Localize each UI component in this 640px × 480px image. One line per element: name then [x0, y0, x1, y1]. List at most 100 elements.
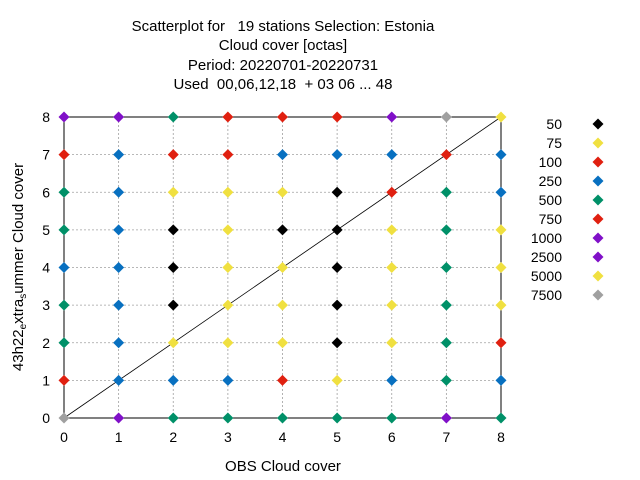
legend: 50 75 100 250 500 750 1000 2500 5000 7500: [531, 116, 604, 303]
chart-title-line-3: Period: 20220701-20220731: [187, 57, 379, 74]
legend-label: 250: [539, 173, 563, 189]
data-point: [386, 186, 398, 198]
data-point: [167, 412, 179, 424]
data-point: [440, 337, 452, 349]
x-tick-label: 2: [169, 429, 177, 445]
data-point: [495, 337, 507, 349]
x-axis-label: OBS Cloud cover: [225, 458, 341, 475]
legend-label: 7500: [531, 287, 562, 303]
y-tick-label: 3: [42, 297, 50, 313]
y-tick-label: 8: [42, 109, 50, 125]
data-point: [113, 149, 125, 161]
data-point: [113, 299, 125, 311]
data-point: [440, 224, 452, 236]
data-point: [222, 149, 234, 161]
data-point: [277, 299, 288, 311]
data-point: [386, 374, 398, 386]
legend-label: 75: [546, 135, 562, 151]
legend-label: 750: [539, 211, 563, 227]
data-point: [331, 412, 343, 424]
data-point: [331, 337, 343, 349]
data-point: [440, 111, 452, 123]
data-point: [440, 299, 452, 311]
data-point: [222, 262, 234, 273]
data-point: [386, 111, 398, 123]
legend-marker: [592, 118, 604, 130]
data-point: [167, 262, 179, 273]
data-point: [386, 299, 398, 311]
data-point: [495, 374, 507, 386]
data-point: [58, 149, 70, 161]
y-tick-label: 2: [42, 335, 50, 351]
legend-marker: [592, 251, 604, 263]
data-point: [113, 186, 125, 198]
data-point: [222, 186, 234, 198]
data-point: [277, 149, 288, 161]
legend-label: 2500: [531, 249, 562, 265]
data-point: [58, 262, 70, 273]
data-point: [113, 262, 125, 273]
x-tick-label: 0: [60, 429, 68, 445]
chart-title-line-2: Cloud cover [octas]: [218, 37, 348, 54]
y-tick-label: 4: [42, 260, 50, 276]
data-point: [58, 412, 70, 424]
data-point: [277, 224, 288, 236]
data-point: [167, 299, 179, 311]
data-point: [331, 262, 343, 273]
legend-label: 500: [539, 192, 563, 208]
legend-marker: [592, 232, 604, 244]
data-point: [222, 337, 234, 349]
data-point: [167, 111, 179, 123]
data-point: [331, 149, 343, 161]
x-tick-label: 7: [442, 429, 450, 445]
data-point: [58, 374, 70, 386]
data-point: [58, 299, 70, 311]
data-point: [440, 149, 452, 161]
data-point: [167, 224, 179, 236]
x-tick-label: 5: [333, 429, 341, 445]
x-tick-label: 1: [115, 429, 123, 445]
data-point: [386, 337, 398, 349]
data-point: [277, 186, 288, 198]
legend-marker: [592, 289, 604, 301]
y-tick-label: 0: [42, 410, 50, 426]
y-axis-label: 43h22extrasummer Cloud cover: [10, 163, 29, 371]
data-point: [331, 224, 343, 236]
data-point: [495, 186, 507, 198]
y-tick-label: 5: [42, 222, 50, 238]
data-point: [386, 149, 398, 161]
data-point: [58, 224, 70, 236]
data-point: [113, 374, 125, 386]
data-point: [167, 337, 179, 349]
y-axis-label-part-1: 43h22: [10, 329, 27, 371]
chart-title-line-1: Scatterplot for 19 stations Selection: E…: [131, 18, 435, 35]
data-point: [58, 111, 70, 123]
legend-marker: [592, 175, 604, 187]
data-point: [113, 337, 125, 349]
y-tick-label: 1: [42, 372, 50, 388]
legend-label: 5000: [531, 268, 562, 284]
legend-marker: [592, 213, 604, 225]
data-point: [222, 299, 234, 311]
data-point: [167, 149, 179, 161]
data-point: [440, 374, 452, 386]
data-point: [277, 262, 288, 273]
legend-marker: [592, 137, 604, 149]
data-point: [113, 111, 125, 123]
chart-title-line-4: Used 00,06,12,18 + 03 06 ... 48: [173, 76, 393, 93]
data-point: [167, 186, 179, 198]
y-tick-label: 7: [42, 147, 50, 163]
data-point: [331, 299, 343, 311]
data-point: [386, 224, 398, 236]
data-point: [113, 224, 125, 236]
data-point: [495, 412, 507, 424]
data-point: [222, 224, 234, 236]
data-point: [277, 412, 288, 424]
data-point: [277, 374, 288, 386]
data-point: [222, 374, 234, 386]
y-tick-label: 6: [42, 184, 50, 200]
data-point: [495, 224, 507, 236]
data-point: [386, 412, 398, 424]
data-point: [277, 337, 288, 349]
